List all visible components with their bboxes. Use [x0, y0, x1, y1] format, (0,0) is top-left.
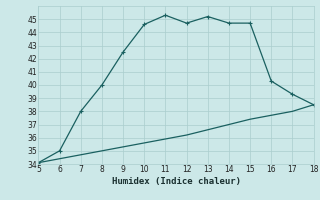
X-axis label: Humidex (Indice chaleur): Humidex (Indice chaleur) — [111, 177, 241, 186]
